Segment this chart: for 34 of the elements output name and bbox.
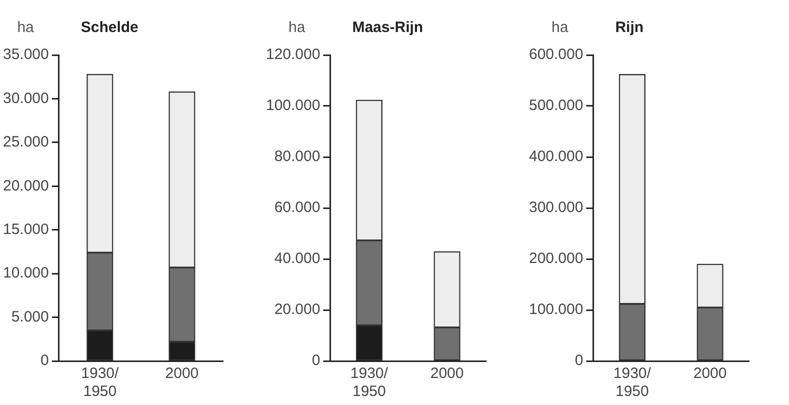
y-tick-label: 20.000 [2,177,49,194]
chart-title: Rijn [615,19,644,36]
y-tick-label: 100.000 [528,301,584,318]
y-tick-label: 500.000 [528,97,584,114]
y-tick-label: 200.000 [528,250,584,268]
y-tick-label: 120.000 [266,46,320,64]
y-axis-title: ha [288,19,306,36]
x-tick-label: 1930/1950 [613,365,652,400]
x-tick-label: 2000 [430,365,464,382]
x-tick-label: 1930/1950 [350,365,389,400]
y-tick-label: 0 [574,352,584,370]
y-tick-label: 0 [312,352,320,370]
y-axis-title: ha [552,19,569,36]
y-tick-label: 600.000 [528,46,584,64]
y-tick-label: 35.000 [2,46,49,64]
x-tick-label: 2000 [693,365,727,382]
y-axis-title: ha [17,19,35,36]
y-tick-label: 15.000 [2,221,49,238]
x-tick-label: 2000 [165,365,199,382]
y-tick-label: 30.000 [2,90,49,107]
y-tick-label: 0 [40,352,49,370]
y-tick-label: 10.000 [2,264,49,282]
y-tick-label: 400.000 [528,148,584,166]
y-tick-label: 20.000 [274,301,320,318]
y-tick-label: 100.000 [266,97,320,114]
x-tick-label: 1930/1950 [81,365,120,400]
y-tick-label: 5.000 [11,308,49,326]
y-tick-label: 300.000 [528,199,584,216]
y-tick-label: 25.000 [2,134,49,151]
y-tick-label: 80.000 [274,148,320,166]
chart-title: Maas-Rijn [352,19,424,36]
y-tick-label: 40.000 [274,250,320,268]
y-tick-label: 60.000 [274,199,320,216]
chart-title: Schelde [80,19,138,36]
